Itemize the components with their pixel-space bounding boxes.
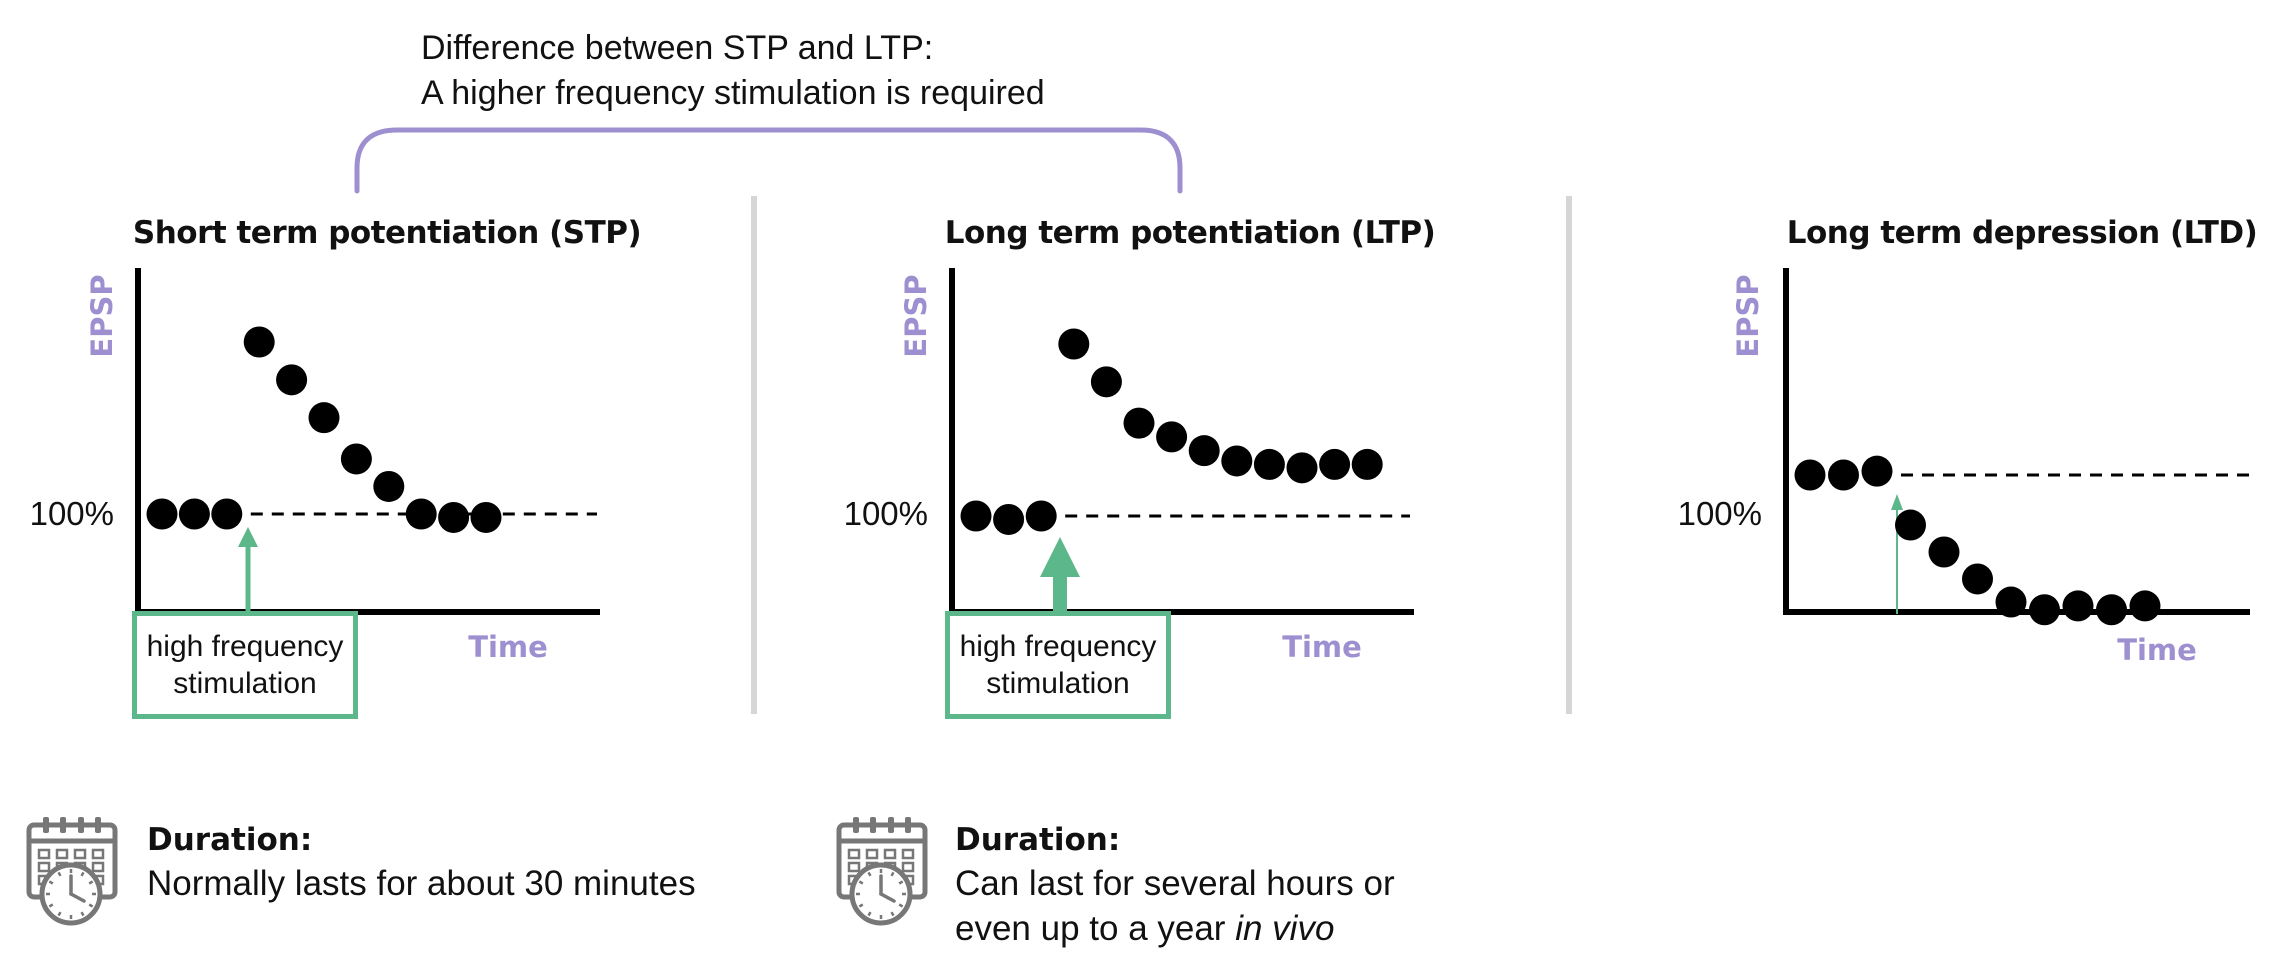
duration-heading: Duration: xyxy=(147,822,313,858)
stimulation-label-line-1: high frequency xyxy=(146,630,344,663)
duration-text-line-2-prefix: even up to a year xyxy=(955,909,1236,948)
panel-divider xyxy=(1566,196,1572,714)
epsp-data-point xyxy=(178,498,210,530)
stimulation-label-line-2: stimulation xyxy=(986,667,1130,700)
stimulation-box-stp: high frequency stimulation xyxy=(132,611,358,719)
epsp-data-point xyxy=(1861,455,1893,487)
duration-text-line-2-italic: in vivo xyxy=(1235,909,1335,948)
epsp-data-point xyxy=(1090,366,1122,398)
panel-title-ltp: Long term potentiation (LTP) xyxy=(944,215,1436,251)
calendar-clock-icon xyxy=(26,817,118,926)
panel-title-ltd: Long term depression (LTD) xyxy=(1786,215,2258,251)
epsp-data-point xyxy=(373,470,405,502)
epsp-data-point xyxy=(2129,590,2161,622)
epsp-data-point xyxy=(1058,328,1090,360)
epsp-data-point xyxy=(1025,500,1057,532)
epsp-data-point xyxy=(1188,435,1220,467)
epsp-data-point xyxy=(1123,407,1155,439)
stimulation-arrow-shaft xyxy=(1896,508,1898,614)
stimulation-arrow-head xyxy=(1891,494,1903,510)
epsp-data-point xyxy=(1828,459,1859,491)
duration-block-ltp: Duration: Can last for several hours or … xyxy=(955,819,1395,951)
calendar-clock-icon xyxy=(836,817,928,926)
duration-text-line-1: Can last for several hours or xyxy=(955,864,1395,903)
epsp-data-point xyxy=(1895,509,1926,541)
stimulation-arrow-shaft xyxy=(245,545,251,611)
epsp-data-point xyxy=(1319,448,1351,480)
epsp-data-point xyxy=(340,443,372,475)
epsp-data-point xyxy=(1794,459,1826,491)
epsp-data-point xyxy=(1995,586,2027,618)
panel-divider xyxy=(751,196,757,714)
epsp-data-point xyxy=(1156,421,1188,453)
epsp-data-point xyxy=(993,503,1025,535)
stimulation-label-line-1: high frequency xyxy=(959,630,1157,663)
epsp-data-point xyxy=(211,498,243,530)
baseline-label-stp: 100% xyxy=(29,495,114,532)
stimulation-box-ltp: high frequency stimulation xyxy=(945,611,1171,719)
duration-heading: Duration: xyxy=(955,822,1121,858)
baseline-label-ltd: 100% xyxy=(1677,495,1762,532)
epsp-data-point xyxy=(308,402,340,434)
duration-text-line-2: even up to a year in vivo xyxy=(955,906,1395,951)
comparison-bracket xyxy=(354,127,1183,194)
epsp-data-point xyxy=(1928,536,1960,568)
x-axis-label-stp: Time xyxy=(468,630,548,664)
epsp-data-point xyxy=(243,326,275,358)
baseline-label-ltp: 100% xyxy=(843,495,928,532)
epsp-data-point xyxy=(1962,563,1993,595)
epsp-data-point xyxy=(146,498,178,530)
stimulation-arrow-head xyxy=(1040,537,1080,577)
stimulation-arrow-head xyxy=(238,527,258,547)
duration-block-stp: Duration: Normally lasts for about 30 mi… xyxy=(147,819,696,906)
epsp-data-point xyxy=(960,500,992,532)
epsp-data-point xyxy=(2062,590,2094,622)
stimulation-arrow-shaft xyxy=(1053,573,1067,611)
duration-text: Normally lasts for about 30 minutes xyxy=(147,864,696,903)
epsp-data-point xyxy=(1351,448,1383,480)
comparison-line-1: Difference between STP and LTP: xyxy=(421,29,934,67)
x-axis-label-ltd: Time xyxy=(2117,633,2197,667)
epsp-data-point xyxy=(2096,594,2127,626)
epsp-data-point xyxy=(470,501,502,533)
epsp-data-point xyxy=(1286,452,1318,484)
epsp-data-point xyxy=(405,498,437,530)
epsp-data-point xyxy=(276,364,308,396)
stimulation-label-line-2: stimulation xyxy=(173,667,317,700)
epsp-data-point xyxy=(438,501,470,533)
epsp-data-point xyxy=(1221,445,1253,477)
x-axis-label-ltp: Time xyxy=(1282,630,1362,664)
comparison-annotation: Difference between STP and LTP: A higher… xyxy=(421,26,1045,116)
epsp-data-point xyxy=(2029,594,2060,626)
epsp-data-point xyxy=(1253,448,1285,480)
comparison-line-2: A higher frequency stimulation is requir… xyxy=(421,74,1045,112)
panel-title-stp: Short term potentiation (STP) xyxy=(132,215,642,251)
